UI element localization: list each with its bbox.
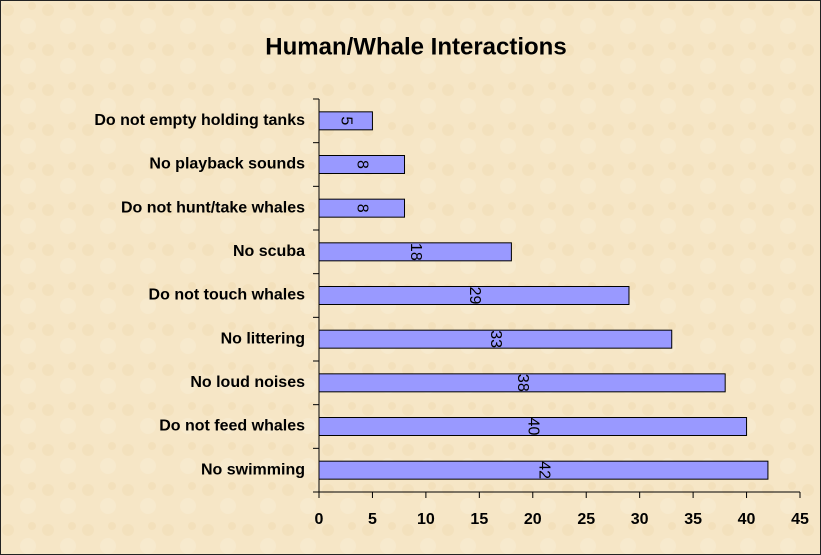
y-tick-label: No swimming	[201, 461, 305, 478]
chart-title: Human/Whale Interactions	[265, 33, 566, 60]
bar	[318, 417, 748, 436]
bar	[318, 286, 630, 305]
x-tick-label: 0	[315, 511, 324, 528]
data-label: 5	[337, 116, 354, 125]
x-tick-label: 5	[368, 511, 377, 528]
x-tick-label: 35	[684, 511, 702, 528]
x-tick-label: 40	[738, 511, 756, 528]
data-label: 38	[514, 374, 531, 392]
x-tick-label: 30	[631, 511, 649, 528]
x-tick-label: 20	[524, 511, 542, 528]
data-label: 40	[525, 418, 542, 436]
bar	[318, 460, 769, 480]
y-tick-label: No littering	[221, 330, 305, 347]
x-tick-label: 15	[470, 511, 488, 528]
data-label: 8	[354, 204, 371, 213]
x-tick-label: 45	[791, 511, 809, 528]
y-tick-label: Do not touch whales	[149, 287, 306, 304]
y-tick-label: No scuba	[233, 243, 305, 260]
data-label: 33	[487, 330, 504, 348]
data-label: 42	[535, 461, 552, 479]
y-tick-label: Do not empty holding tanks	[94, 112, 305, 129]
data-label: 18	[407, 243, 424, 261]
y-tick-label: Do not hunt/take whales	[121, 199, 305, 216]
bar	[318, 155, 406, 174]
data-label: 29	[466, 287, 483, 305]
bar	[318, 329, 673, 349]
y-tick-label: No playback sounds	[149, 156, 305, 173]
y-tick-label: Do not feed whales	[159, 418, 305, 435]
x-tick-label: 10	[417, 511, 435, 528]
bar	[318, 373, 726, 393]
x-tick-label: 25	[577, 511, 595, 528]
bar	[318, 242, 512, 262]
bar	[318, 198, 406, 218]
data-label: 8	[354, 160, 371, 169]
y-tick-label: No loud noises	[190, 374, 305, 391]
bar	[318, 111, 373, 131]
